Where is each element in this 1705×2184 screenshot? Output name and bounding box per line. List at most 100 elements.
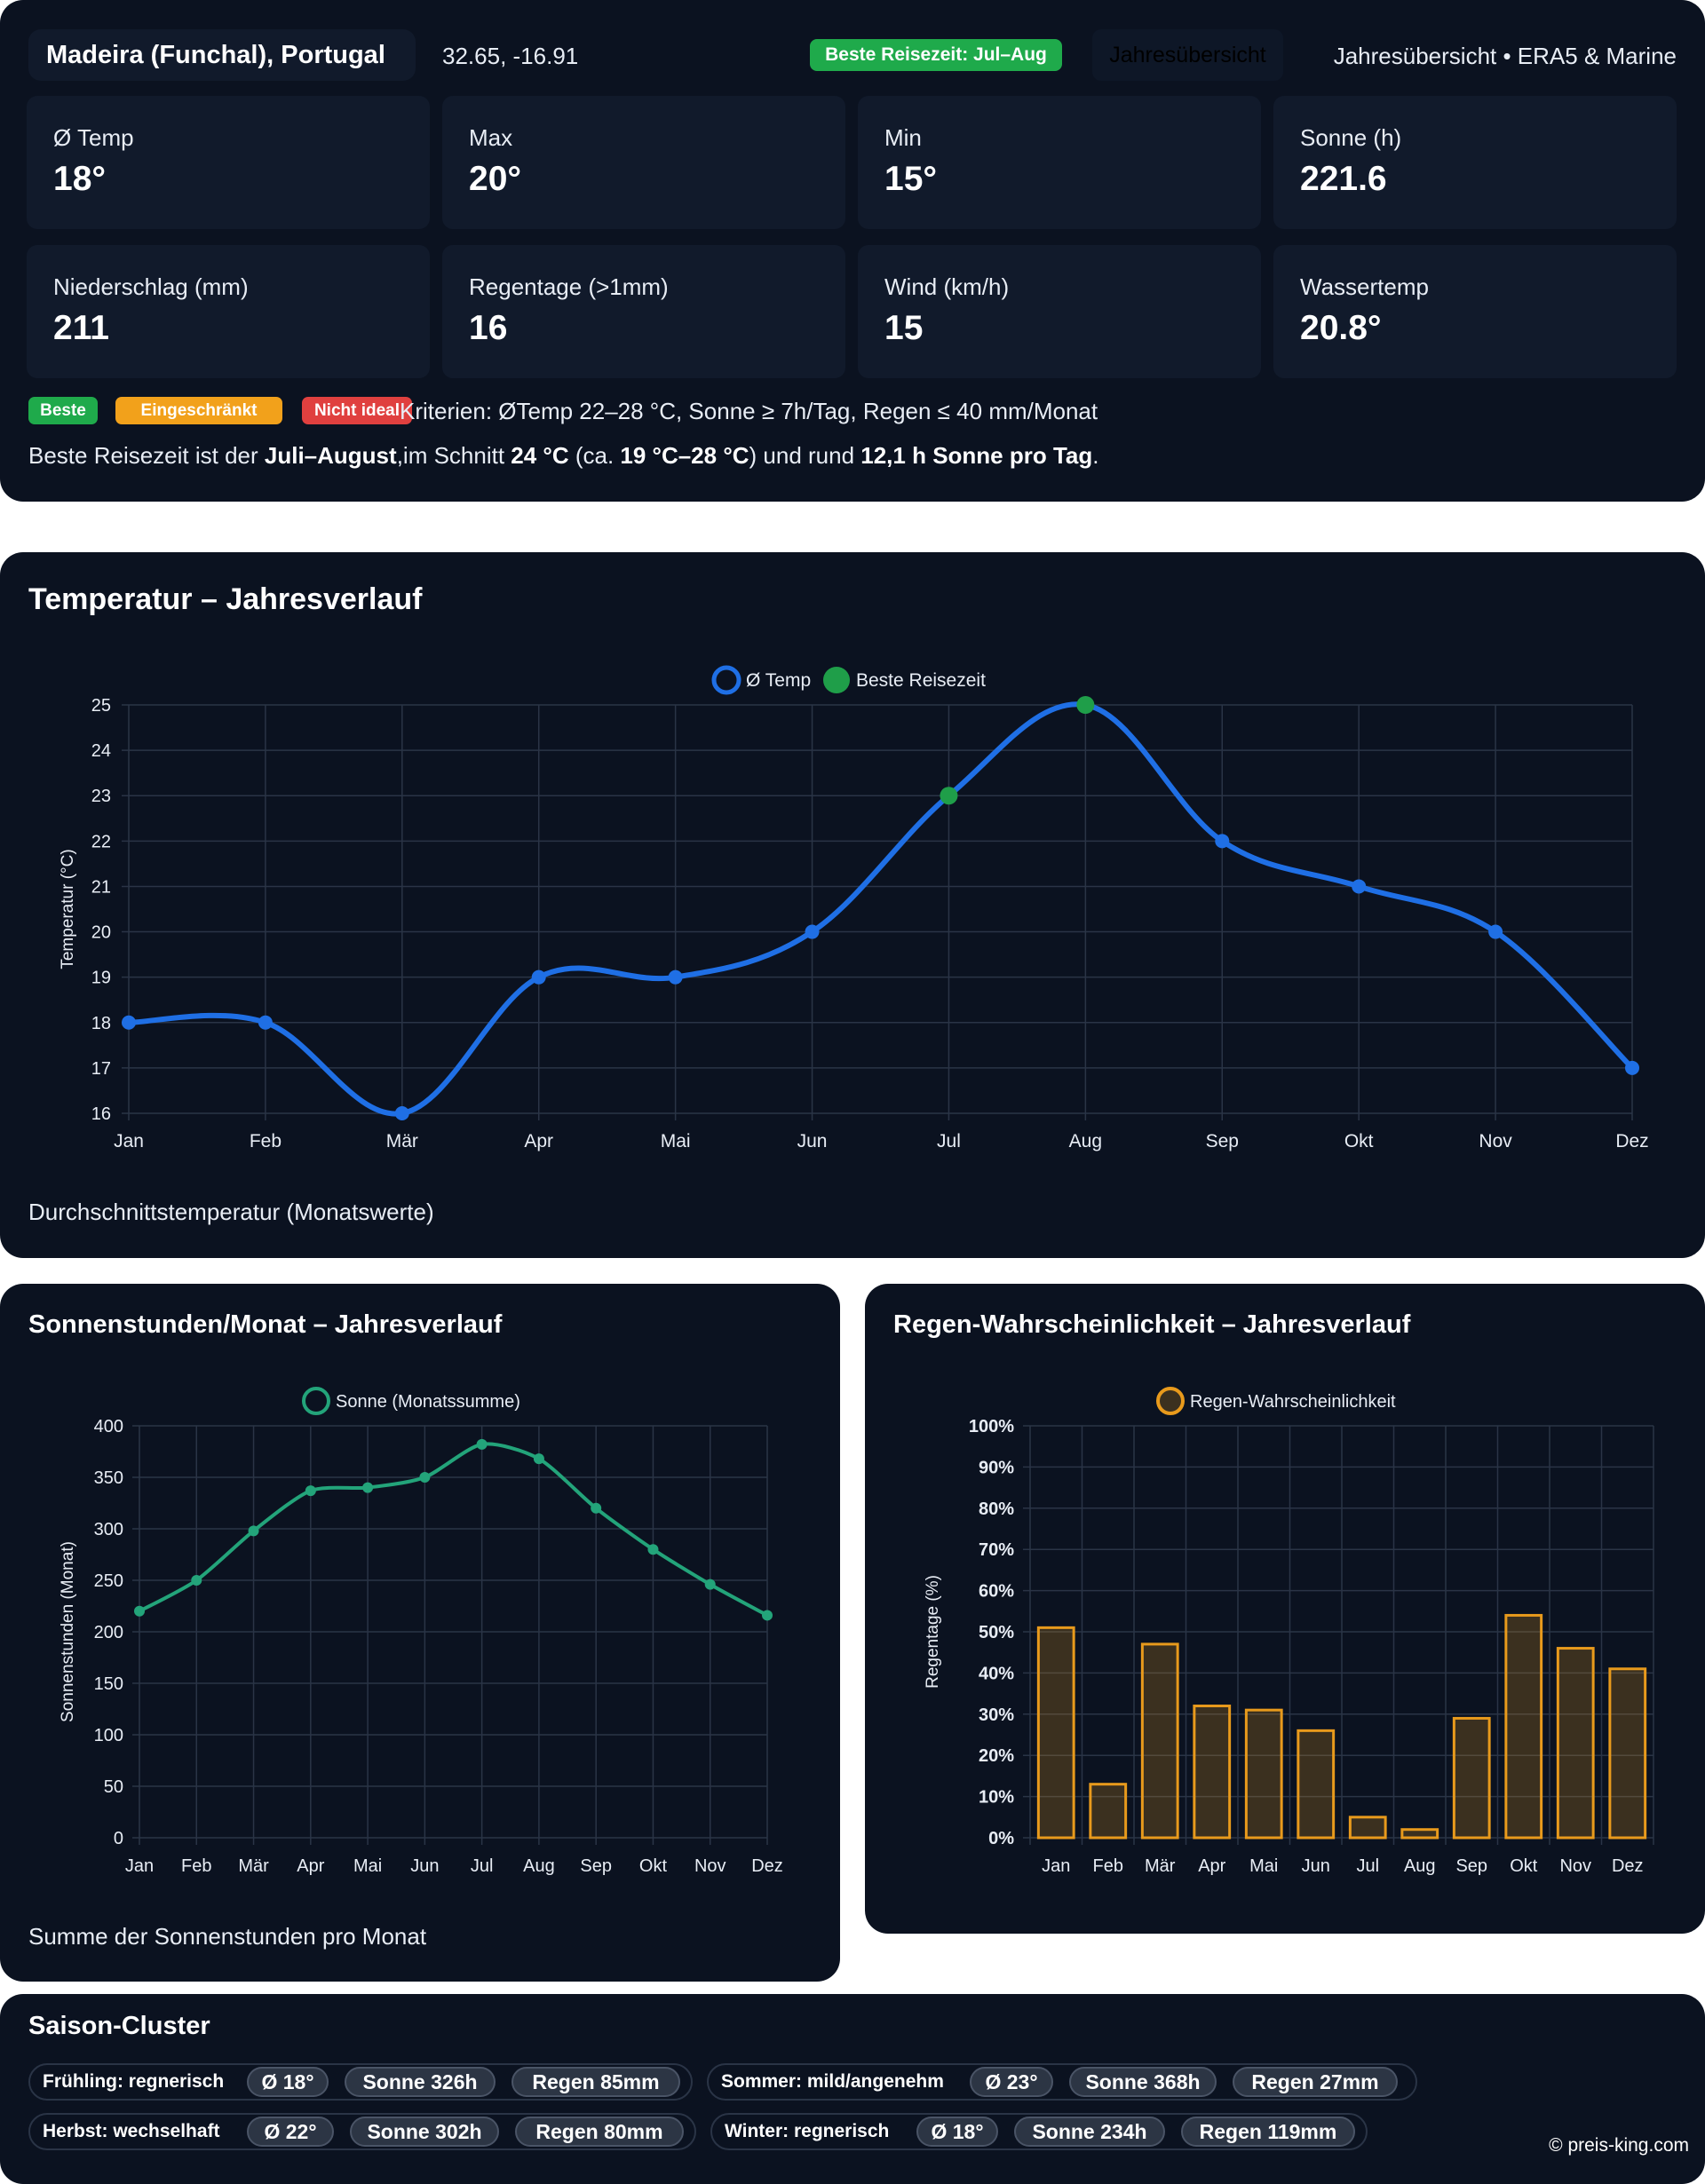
y-tick-label: 19 bbox=[91, 969, 111, 988]
y-tick-label: 20 bbox=[91, 923, 111, 943]
sunshine-point bbox=[305, 1485, 316, 1497]
location-title: Madeira (Funchal), Portugal bbox=[28, 29, 416, 81]
sunshine-card: Sonnenstunden/Monat – Jahresverlauf 0 50 1… bbox=[0, 1284, 840, 1982]
season-sun-tag: Sonne 368h bbox=[1069, 2067, 1217, 2097]
y-tick-label: 23 bbox=[91, 787, 111, 806]
x-tick-label: Jun bbox=[410, 1856, 439, 1876]
legend-chip-not-ideal: Nicht ideal bbox=[302, 397, 412, 424]
temperature-point bbox=[394, 1106, 409, 1120]
rain-bar bbox=[1452, 1716, 1491, 1840]
rain-chart-title: Regen-Wahrscheinlichkeit – Jahresverlauf bbox=[893, 1310, 1411, 1339]
x-tick-label: Aug bbox=[523, 1856, 555, 1876]
y-tick-label: 0 bbox=[114, 1829, 123, 1848]
x-tick-label: Feb bbox=[250, 1131, 282, 1151]
summary-text: ) und rund bbox=[749, 442, 861, 469]
season-autumn: Herbst: wechselhaft Ø 22° Sonne 302h Reg… bbox=[28, 2113, 696, 2150]
summary-highlight: 19 °C–28 °C bbox=[620, 442, 749, 469]
season-name: Herbst: wechselhaft bbox=[43, 2121, 220, 2141]
y-tick-label: 350 bbox=[94, 1468, 123, 1488]
stat-value: 211 bbox=[53, 309, 109, 347]
y-tick-label: 50 bbox=[104, 1777, 123, 1797]
stat-label: Niederschlag (mm) bbox=[53, 273, 249, 300]
y-tick-label: 150 bbox=[94, 1674, 123, 1694]
best-time-summary: Beste Reisezeit ist der Juli–August,im S… bbox=[28, 442, 1099, 470]
x-tick-label: Apr bbox=[297, 1856, 324, 1876]
summary-text: Beste Reisezeit ist der bbox=[28, 442, 265, 469]
sunshine-point bbox=[591, 1502, 602, 1514]
temperature-point bbox=[1625, 1060, 1639, 1075]
temperature-chart-title: Temperatur – Jahresverlauf bbox=[28, 582, 423, 616]
season-temp-tag: Ø 18° bbox=[916, 2117, 998, 2147]
y-tick-label: 70% bbox=[979, 1540, 1014, 1560]
criteria-text: Kriterien: ØTemp 22–28 °C, Sonne ≥ 7h/Ta… bbox=[400, 398, 1098, 424]
x-tick-label: Okt bbox=[1510, 1856, 1538, 1876]
y-tick-label: 21 bbox=[91, 877, 111, 897]
season-rain-tag: Regen 85mm bbox=[512, 2067, 680, 2097]
season-name: Winter: regnerisch bbox=[725, 2121, 890, 2141]
sunshine-point bbox=[248, 1525, 259, 1537]
legend-chip-limited: Eingeschränkt bbox=[115, 397, 282, 424]
rating-legend: Beste Eingeschränkt Nicht ideal Kriterie… bbox=[28, 397, 1680, 425]
season-spring: Frühling: regnerisch Ø 18° Sonne 326h Re… bbox=[28, 2063, 693, 2101]
sunshine-point bbox=[533, 1453, 544, 1465]
best-season-badge: Beste Reisezeit: Jul–Aug bbox=[810, 39, 1062, 71]
season-cluster-title: Saison-Cluster bbox=[28, 2012, 210, 2040]
sunshine-series-line bbox=[139, 1442, 768, 1618]
x-tick-label: Feb bbox=[181, 1856, 211, 1876]
y-tick-label: 17 bbox=[91, 1059, 111, 1079]
temperature-card: Temperatur – Jahresverlauf 16 17 18 19 20 21 2… bbox=[0, 552, 1705, 1258]
x-tick-label: Dez bbox=[1615, 1131, 1648, 1151]
rain-probability-chart: 0% 10% 20% 30% 40% 50% 60% 70% 80% 90% 100% Jan Feb M… bbox=[924, 1387, 1654, 1876]
legend-chip-best: Beste bbox=[28, 397, 98, 424]
y-tick-label: 100 bbox=[94, 1726, 123, 1745]
stat-sunshine: Sonne (h) 221.6 bbox=[1273, 96, 1677, 229]
season-sun-tag: Sonne 302h bbox=[350, 2117, 499, 2147]
x-tick-label: Jun bbox=[797, 1131, 828, 1151]
y-tick-label: 16 bbox=[91, 1104, 111, 1124]
overview-tab[interactable]: Jahresübersicht bbox=[1092, 29, 1283, 81]
temperature-point bbox=[1352, 879, 1367, 894]
rain-bar bbox=[1556, 1647, 1595, 1840]
stat-max-temp: Max 20° bbox=[442, 96, 845, 229]
temperature-series-line bbox=[126, 701, 1635, 1117]
season-winter: Winter: regnerisch Ø 18° Sonne 234h Rege… bbox=[710, 2113, 1368, 2150]
season-temp-tag: Ø 23° bbox=[970, 2067, 1053, 2097]
x-tick-label: Mai bbox=[1249, 1856, 1278, 1876]
stat-avg-temp: Ø Temp 18° bbox=[27, 96, 430, 229]
season-rain-tag: Regen 119mm bbox=[1181, 2117, 1355, 2147]
overview-card: Madeira (Funchal), Portugal 32.65, -16.9… bbox=[0, 0, 1705, 502]
y-tick-label: 30% bbox=[979, 1705, 1014, 1725]
season-temp-tag: Ø 18° bbox=[247, 2067, 329, 2097]
y-tick-label: 0% bbox=[988, 1829, 1014, 1848]
x-tick-label: Aug bbox=[1404, 1856, 1436, 1876]
best-season-point bbox=[940, 787, 958, 805]
x-tick-label: Aug bbox=[1069, 1131, 1102, 1151]
rain-bar bbox=[1504, 1613, 1543, 1840]
legend-marker-rain bbox=[1156, 1387, 1185, 1415]
rain-bar bbox=[1140, 1642, 1179, 1840]
rain-bar bbox=[1608, 1667, 1647, 1840]
stat-value: 20.8° bbox=[1300, 309, 1382, 347]
sunshine-point bbox=[476, 1438, 488, 1450]
sunshine-point bbox=[134, 1605, 145, 1617]
summary-highlight: 12,1 h Sonne pro Tag bbox=[860, 442, 1093, 469]
rain-bar bbox=[1036, 1626, 1075, 1840]
rain-bar bbox=[1244, 1708, 1283, 1840]
stat-value: 15° bbox=[884, 160, 937, 198]
legend-label-sun: Sonne (Monatssumme) bbox=[336, 1392, 520, 1412]
temperature-chart-caption: Durchschnittstemperatur (Monatswerte) bbox=[28, 1199, 434, 1225]
x-tick-label: Mär bbox=[386, 1131, 418, 1151]
x-tick-label: Okt bbox=[1344, 1131, 1374, 1151]
season-summer: Sommer: mild/angenehm Ø 23° Sonne 368h R… bbox=[707, 2063, 1417, 2101]
y-tick-label: 200 bbox=[94, 1623, 123, 1642]
stat-min-temp: Min 15° bbox=[858, 96, 1261, 229]
summary-highlight: Juli–August bbox=[264, 442, 397, 469]
y-tick-label: 100% bbox=[969, 1417, 1014, 1436]
x-tick-label: Mai bbox=[661, 1131, 691, 1151]
temperature-point bbox=[1215, 834, 1230, 849]
stat-label: Max bbox=[469, 124, 513, 151]
legend-marker-temp bbox=[711, 665, 741, 695]
stat-value: 18° bbox=[53, 160, 106, 198]
y-tick-label: 60% bbox=[979, 1582, 1014, 1602]
x-tick-label: Jul bbox=[471, 1856, 494, 1876]
